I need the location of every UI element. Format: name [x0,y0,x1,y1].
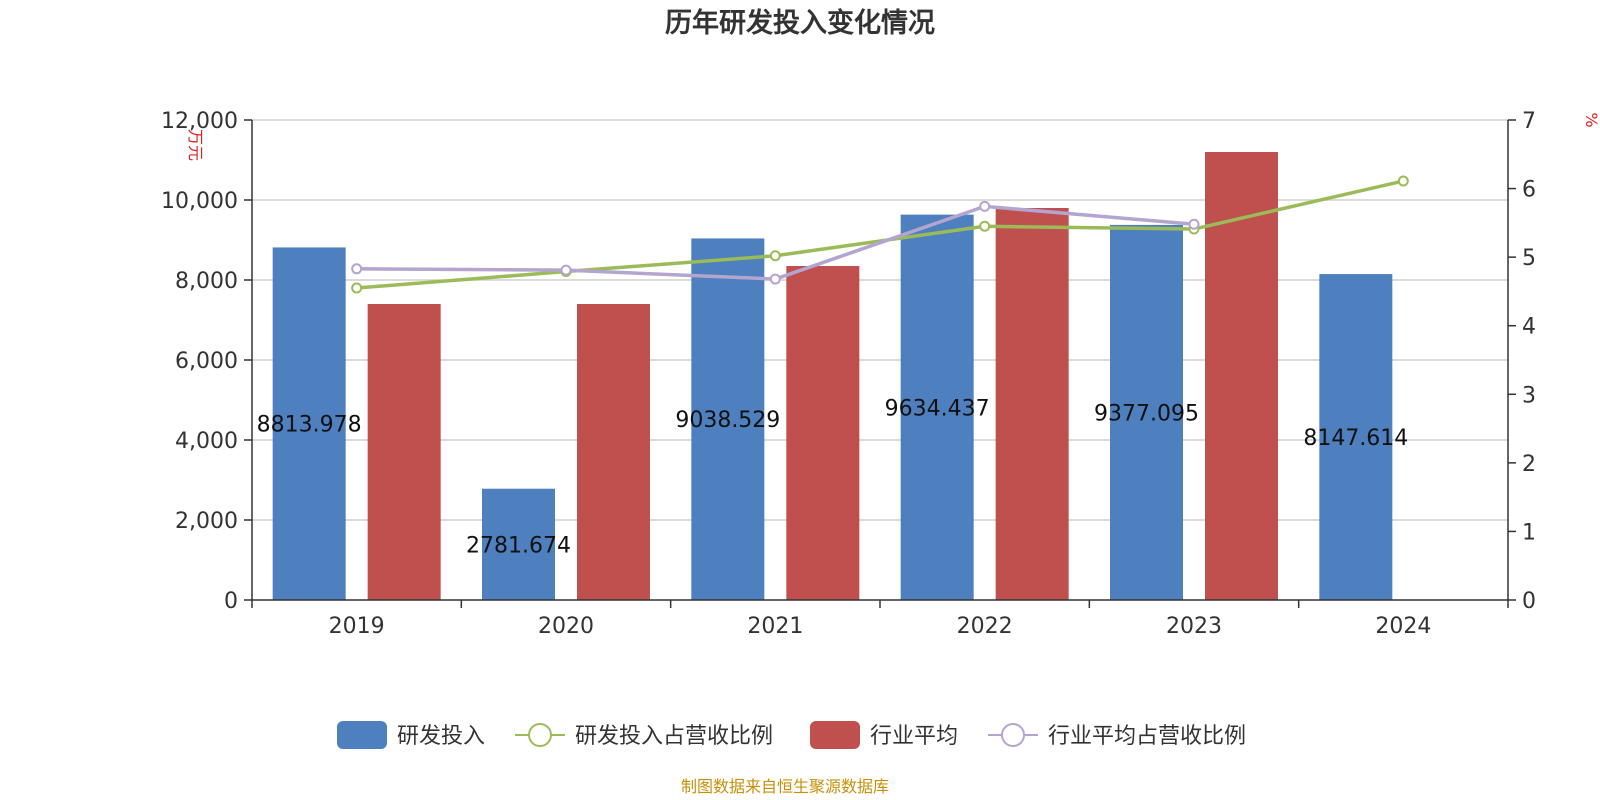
right-axis-unit: % [1582,112,1600,127]
bar-data-label: 9634.437 [885,396,990,421]
x-axis-tick-label: 2023 [1166,614,1222,639]
line-point [560,264,572,276]
line-point [979,220,991,232]
chart-title: 历年研发投入变化情况 [665,7,935,39]
bar-data-label: 9377.095 [1094,401,1199,426]
left-axis-unit: 万元 [186,129,205,161]
bar-data-label: 8813.978 [257,413,362,438]
right-axis-tick-label: 7 [1522,109,1536,134]
x-axis-tick-label: 2021 [747,614,803,639]
right-axis-tick-label: 3 [1522,383,1536,408]
legend: 研发投入 研发投入占营收比例 行业平均 行业平均占营收比例 [337,721,1246,749]
line-point [1188,218,1200,230]
bar-rd-investment [691,238,765,600]
left-axis-tick-label: 0 [224,589,238,614]
legend-label: 研发投入占营收比例 [575,724,773,749]
bar-industry-average [1205,152,1278,600]
bar-data-label: 2781.674 [466,533,571,558]
lines [351,175,1409,294]
bar-data-label: 8147.614 [1303,426,1408,451]
line-point [1397,175,1409,187]
left-axis-tick-label: 4,000 [175,429,238,454]
bar-industry-average [367,304,441,600]
legend-label: 行业平均占营收比例 [1048,724,1246,749]
right-axis-tick-label: 1 [1522,520,1536,545]
axes: 0 2,000 4,000 6,000 8,000 10,000 12,000 0 1 2 3 4 5 6… [161,109,1536,639]
x-axis-tick-label: 2024 [1375,614,1431,639]
right-axis-tick-label: 4 [1522,315,1536,340]
left-axis-tick-label: 8,000 [175,269,238,294]
legend-label: 研发投入 [397,724,485,749]
line-point [769,250,781,262]
bar-industry-average [577,304,650,600]
legend-marker [1001,723,1025,747]
bars [272,152,1393,601]
legend-bar-swatch [337,721,387,749]
line-point [769,273,781,285]
right-axis-tick-label: 6 [1522,178,1536,203]
data-labels: 8813.978 2781.674 9038.529 9634.437 9377.095… [257,396,1409,558]
left-axis-tick-label: 10,000 [161,189,238,214]
bar-rd-investment [272,247,346,600]
right-axis-tick-label: 2 [1522,452,1536,477]
x-axis-tick-label: 2022 [957,614,1013,639]
bar-rd-investment [1110,224,1183,600]
bar-industry-average [995,208,1069,600]
bar-industry-average [786,266,860,600]
legend-bar-swatch [810,721,860,749]
legend-marker [528,723,552,747]
right-axis-tick-label: 0 [1522,589,1536,614]
bar-rd-investment [1319,274,1393,600]
line-point [351,282,363,294]
line-point [351,263,363,275]
x-axis-tick-label: 2019 [329,614,385,639]
line-point [979,200,991,212]
legend-label: 行业平均 [870,724,958,749]
x-axis-tick-label: 2020 [538,614,594,639]
source-note: 制图数据来自恒生聚源数据库 [681,777,889,796]
left-axis-tick-label: 6,000 [175,349,238,374]
right-axis-tick-label: 5 [1522,246,1536,271]
bar-rd-investment [482,488,555,600]
left-axis-tick-label: 2,000 [175,509,238,534]
bar-data-label: 9038.529 [675,408,780,433]
left-axis-tick-label: 12,000 [161,109,238,134]
bar-rd-investment [900,214,974,601]
